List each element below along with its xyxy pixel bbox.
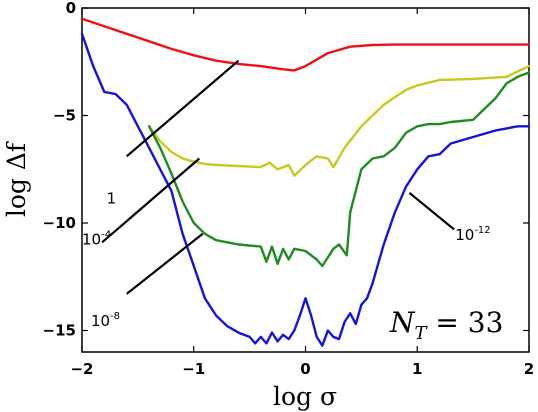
y-ticks: 0 −5 −10 −15 xyxy=(43,0,529,340)
annotation-pointer-3 xyxy=(126,232,204,295)
x-tick-label: 2 xyxy=(524,360,534,378)
annotation-exponent: -4 xyxy=(101,230,111,241)
x-tick-label: 1 xyxy=(412,360,422,378)
annotation-group: 1 10-4 10-8 10-12 xyxy=(82,59,491,330)
x-tick-label: −2 xyxy=(70,360,93,378)
y-tick-label: −5 xyxy=(53,107,76,125)
annotation-label-2: 10-4 xyxy=(82,230,111,249)
annotation-pointer-2 xyxy=(101,157,201,244)
x-tick-label: 0 xyxy=(300,360,310,378)
annotation-pointer-4 xyxy=(408,192,455,231)
annotation-label-4: 10-12 xyxy=(455,225,490,244)
annotation-exponent: -12 xyxy=(474,225,490,236)
annotation-label-1: 1 xyxy=(107,190,117,208)
x-axis-label: log σ xyxy=(273,382,337,411)
series-group xyxy=(80,17,531,347)
annotation-label-3: 10-8 xyxy=(91,311,120,330)
series-line-3 xyxy=(147,71,531,268)
y-tick-label: −15 xyxy=(43,322,76,340)
y-tick-label: 0 xyxy=(66,0,76,17)
y-tick-label: −10 xyxy=(43,214,76,232)
annotation-pointer-1 xyxy=(125,59,240,158)
y-axis-label: log Δf xyxy=(2,141,31,217)
x-tick-label: −1 xyxy=(182,360,205,378)
x-ticks: −2 −1 0 1 2 xyxy=(70,8,534,378)
series-line-1 xyxy=(80,17,531,72)
nt-annotation: NT = 33 xyxy=(389,306,503,344)
annotation-exponent: -8 xyxy=(110,311,120,322)
series-line-4 xyxy=(80,32,531,347)
